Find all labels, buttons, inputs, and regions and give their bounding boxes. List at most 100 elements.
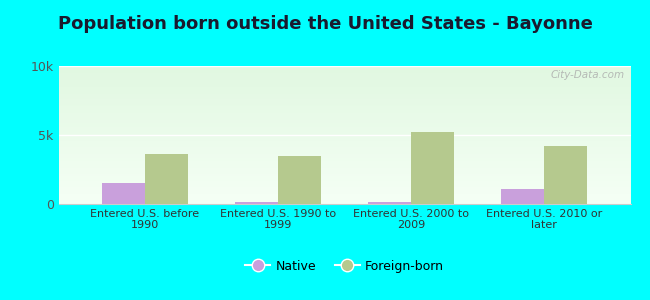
Bar — [58, 200, 630, 201]
Bar — [58, 197, 630, 199]
Bar — [58, 174, 630, 175]
Bar — [58, 160, 630, 161]
Text: Population born outside the United States - Bayonne: Population born outside the United State… — [58, 15, 592, 33]
Bar — [58, 92, 630, 94]
Bar — [58, 124, 630, 125]
Bar — [58, 163, 630, 164]
Bar — [58, 175, 630, 176]
Bar — [58, 199, 630, 200]
Bar — [58, 125, 630, 127]
Bar — [58, 171, 630, 172]
Bar — [58, 138, 630, 139]
Bar — [58, 112, 630, 113]
Bar — [58, 176, 630, 178]
Bar — [58, 147, 630, 149]
Bar — [58, 182, 630, 183]
Bar — [58, 165, 630, 167]
Bar — [58, 82, 630, 84]
Bar — [58, 196, 630, 197]
Bar — [58, 143, 630, 145]
Bar — [58, 194, 630, 196]
Bar — [58, 145, 630, 146]
Bar — [369, 202, 411, 204]
Bar — [411, 132, 454, 204]
Bar — [58, 95, 630, 96]
Bar — [58, 186, 630, 188]
Bar — [58, 130, 630, 131]
Bar — [58, 80, 630, 81]
Bar — [58, 103, 630, 105]
Bar — [58, 100, 630, 102]
Bar — [58, 114, 630, 116]
Bar — [58, 139, 630, 140]
Bar — [58, 106, 630, 107]
Bar — [58, 66, 630, 68]
Bar — [58, 113, 630, 114]
Bar — [58, 89, 630, 91]
Bar — [58, 73, 630, 74]
Bar — [58, 134, 630, 135]
Bar — [58, 117, 630, 118]
Bar — [58, 150, 630, 152]
Bar — [58, 96, 630, 98]
Bar — [58, 189, 630, 190]
Bar — [58, 77, 630, 78]
Bar — [58, 152, 630, 153]
Bar — [58, 116, 630, 117]
Bar — [58, 84, 630, 85]
Bar — [58, 123, 630, 124]
Bar — [58, 107, 630, 109]
Bar — [58, 120, 630, 121]
Bar — [58, 94, 630, 95]
Bar — [58, 183, 630, 185]
Bar — [58, 178, 630, 179]
Bar — [501, 189, 544, 204]
Bar — [58, 188, 630, 189]
Bar — [278, 156, 320, 204]
Bar — [58, 70, 630, 71]
Bar — [58, 172, 630, 174]
Bar — [58, 140, 630, 142]
Text: City-Data.com: City-Data.com — [551, 70, 625, 80]
Bar — [58, 158, 630, 160]
Bar — [58, 135, 630, 136]
Bar — [58, 142, 630, 143]
Bar — [58, 149, 630, 150]
Bar — [58, 88, 630, 89]
Bar — [58, 85, 630, 87]
Bar — [58, 190, 630, 192]
Bar — [58, 87, 630, 88]
Bar — [58, 91, 630, 92]
Bar — [58, 202, 630, 204]
Bar — [58, 201, 630, 202]
Bar — [235, 202, 278, 204]
Bar — [58, 76, 630, 77]
Bar — [58, 179, 630, 181]
Bar — [58, 127, 630, 128]
Bar — [58, 71, 630, 73]
Bar — [58, 74, 630, 76]
Bar — [58, 168, 630, 170]
Bar — [58, 132, 630, 134]
Bar — [58, 164, 630, 165]
Bar — [58, 131, 630, 132]
Bar — [58, 102, 630, 103]
Bar — [58, 118, 630, 120]
Bar — [58, 109, 630, 110]
Bar — [58, 146, 630, 147]
Bar — [58, 185, 630, 186]
Bar — [58, 181, 630, 182]
Bar — [58, 110, 630, 112]
Bar — [58, 157, 630, 158]
Bar — [103, 183, 145, 204]
Bar — [58, 156, 630, 157]
Bar — [58, 136, 630, 138]
Bar — [58, 98, 630, 99]
Bar — [58, 105, 630, 106]
Bar — [58, 99, 630, 100]
Bar — [58, 81, 630, 83]
Bar — [58, 161, 630, 163]
Bar — [58, 68, 630, 69]
Bar — [58, 167, 630, 168]
Bar — [58, 128, 630, 130]
